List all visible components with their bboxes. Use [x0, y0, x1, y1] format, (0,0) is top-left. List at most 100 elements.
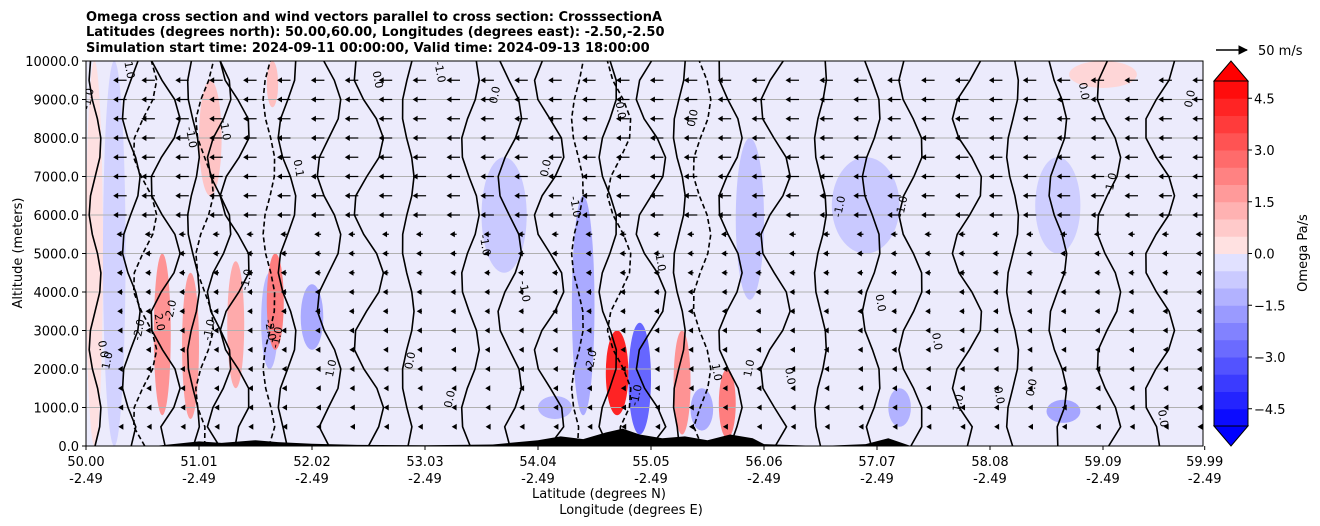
wind-vector-head — [819, 135, 825, 141]
wind-vector — [955, 192, 969, 199]
wind-vector — [145, 269, 152, 276]
wind-vector-head — [1090, 212, 1096, 218]
wind-vector-head — [683, 192, 689, 199]
wind-vector — [823, 269, 830, 276]
wind-vector-head — [887, 135, 893, 141]
wind-vector — [451, 423, 457, 430]
wind-vector-head — [717, 192, 723, 199]
x-tick-label-lat: 59.99 — [1186, 455, 1223, 470]
wind-vector — [344, 173, 359, 180]
wind-vector-head — [683, 115, 689, 122]
wind-vector — [654, 346, 660, 353]
wind-vector-head — [586, 308, 592, 315]
wind-vector-head — [180, 404, 186, 411]
wind-vector-head — [755, 289, 761, 295]
wind-vector-head — [620, 346, 626, 353]
x-tick-label-lat: 53.03 — [406, 455, 443, 470]
wind-vector-head — [1026, 289, 1032, 295]
wind-vector-head — [955, 173, 960, 180]
wind-vector — [993, 385, 999, 392]
wind-vector-head — [756, 366, 762, 372]
wind-vector-head — [277, 154, 282, 161]
wind-vector — [819, 212, 833, 218]
wind-vector — [620, 346, 626, 353]
wind-vector-head — [620, 308, 626, 315]
wind-vector — [921, 115, 935, 122]
wind-vector — [382, 289, 389, 295]
wind-vector — [1163, 366, 1169, 372]
wind-vector-head — [117, 366, 123, 372]
wind-vector-head — [924, 231, 930, 238]
wind-vector-head — [277, 96, 282, 103]
wind-vector — [582, 77, 596, 84]
wind-vector-head — [344, 173, 350, 180]
wind-vector-head — [113, 173, 119, 180]
wind-vector-head — [688, 385, 694, 392]
wind-vector-head — [616, 192, 621, 199]
contour-label: 0.0 — [402, 351, 418, 371]
wind-vector — [925, 346, 931, 353]
wind-vector — [586, 366, 592, 372]
wind-vector-head — [553, 423, 559, 430]
wind-vector — [446, 115, 460, 122]
wind-vector — [926, 404, 932, 411]
wind-vector — [1026, 269, 1033, 276]
wind-vector-head — [857, 327, 863, 334]
wind-vector-head — [1027, 327, 1033, 334]
wind-vector-head — [349, 346, 355, 353]
wind-vector — [1060, 231, 1067, 238]
wind-vector — [145, 308, 151, 315]
wind-vector-head — [1163, 385, 1169, 392]
wind-vector-head — [552, 346, 558, 353]
wind-vector-head — [315, 385, 321, 392]
wind-vector — [955, 154, 969, 161]
wind-vector — [514, 173, 528, 180]
contour-label: 0.0 — [370, 70, 386, 89]
contour-line — [718, 61, 743, 446]
wind-vector-head — [314, 269, 320, 276]
wind-vector-head — [514, 135, 520, 141]
wind-vector-head — [955, 77, 960, 84]
contour-label: 0.0 — [613, 101, 629, 120]
wind-vector-head — [756, 423, 762, 430]
wind-vector-head — [552, 327, 558, 334]
wind-vector-head — [887, 96, 893, 103]
x-tick-label-lon: -2.49 — [521, 472, 555, 487]
wind-vector — [616, 115, 630, 122]
wind-vector — [1192, 212, 1203, 218]
wind-vector-head — [243, 154, 249, 161]
wind-vector — [1090, 77, 1105, 84]
contour-label: 0.0 — [685, 108, 701, 128]
wind-vector — [649, 115, 664, 122]
wind-vector — [722, 366, 728, 372]
wind-vector — [1026, 250, 1033, 257]
wind-vector — [412, 173, 427, 180]
wind-vector-head — [790, 404, 796, 411]
wind-vector — [141, 212, 155, 218]
wind-vectors — [113, 77, 1203, 430]
wind-vector — [551, 269, 558, 276]
contour-label: -1.0 — [893, 195, 910, 219]
wind-vector-head — [790, 423, 796, 430]
wind-vector — [655, 423, 661, 430]
wind-vector — [446, 192, 460, 199]
contour-line — [353, 61, 385, 446]
wind-vector-head — [382, 327, 388, 334]
contour-label: 0.0 — [442, 389, 458, 409]
wind-vector — [175, 192, 189, 199]
wind-vector-head — [616, 115, 621, 122]
wind-vector — [751, 77, 766, 84]
wind-vector — [857, 346, 863, 353]
wind-vector — [277, 212, 291, 218]
wind-vector-head — [548, 173, 554, 180]
wind-vector-head — [213, 327, 219, 334]
wind-vector-head — [717, 154, 723, 161]
wind-vector — [722, 385, 728, 392]
contour-line — [186, 61, 201, 446]
contour-label: -1.0 — [652, 249, 669, 272]
wind-vector — [756, 385, 762, 392]
wind-vector — [653, 269, 660, 276]
wind-vector — [790, 385, 796, 392]
x-tick-label-lat: 59.09 — [1084, 455, 1121, 470]
wind-vector — [141, 135, 155, 141]
